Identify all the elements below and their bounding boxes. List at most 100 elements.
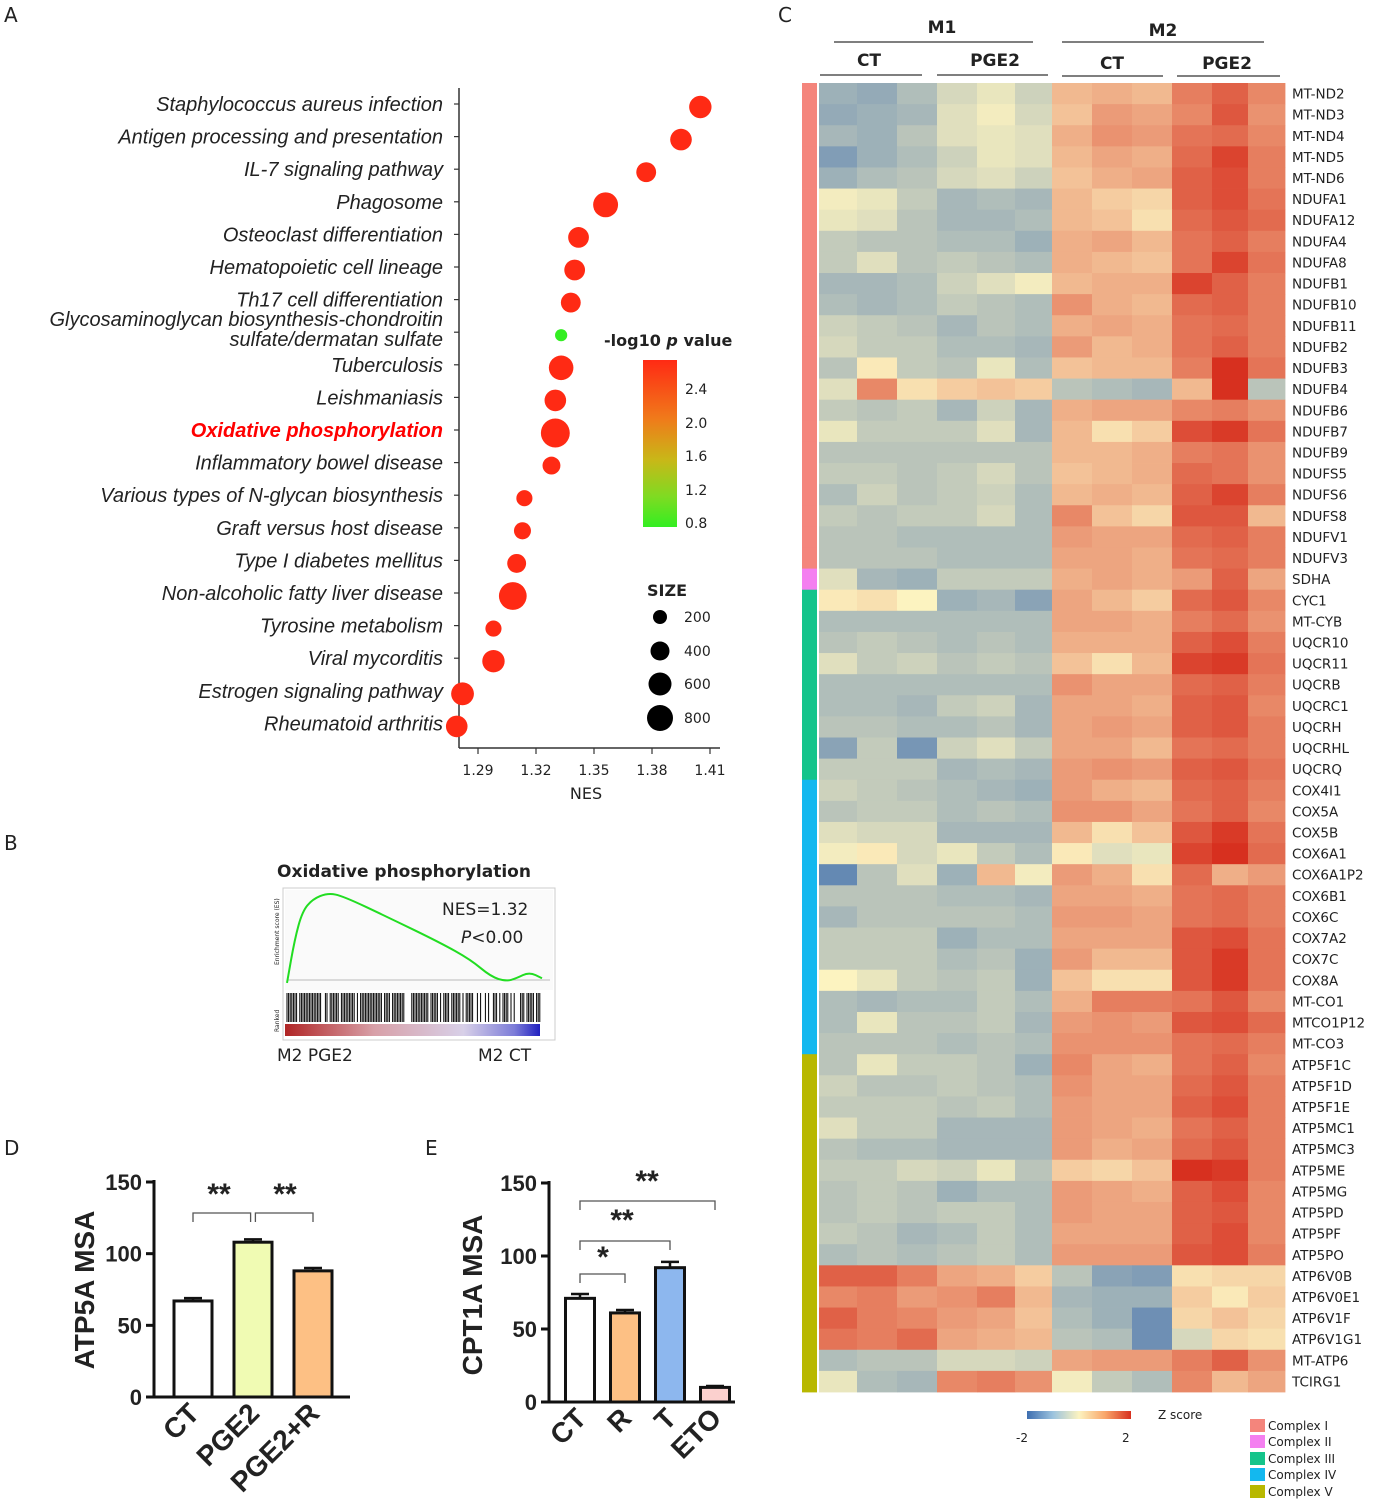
c-heatmap-cell	[1248, 1328, 1286, 1351]
c-heatmap-cell	[1212, 864, 1249, 886]
c-heatmap-cell	[1092, 864, 1133, 886]
c-complex-strip-cell	[802, 1370, 817, 1393]
c-heatmap-cell	[1015, 610, 1053, 633]
c-heatmap-cell	[897, 610, 938, 633]
c-heatmap-cell	[977, 631, 1016, 654]
c-heatmap-cell	[897, 1075, 938, 1097]
c-heatmap-cell	[1172, 1075, 1213, 1097]
c-heatmap-cell	[1092, 104, 1133, 126]
c-heatmap-cell	[1092, 484, 1133, 506]
c-heatmap-cell	[937, 906, 978, 928]
c-heatmap-cell	[937, 505, 978, 527]
c-heatmap-cell	[1248, 610, 1286, 633]
c-heatmap-cell	[1015, 1138, 1053, 1161]
c-group-m2: M2	[1149, 21, 1178, 41]
c-heatmap-cell	[977, 1138, 1016, 1161]
c-heatmap-cell	[1052, 125, 1093, 147]
c-heatmap-cell	[1212, 230, 1249, 253]
panel-label-b: B	[4, 831, 18, 855]
c-heatmap-cell	[819, 990, 858, 1013]
c-heatmap-cell	[1212, 821, 1249, 844]
c-heatmap-cell	[897, 1286, 938, 1308]
c-heatmap-cell	[897, 104, 938, 126]
c-heatmap-cell	[937, 1244, 978, 1266]
c-heatmap-cell	[1132, 1138, 1173, 1161]
c-heatmap-cell	[1248, 1307, 1286, 1330]
c-heatmap-cell	[1015, 1265, 1053, 1287]
c-heatmap-cell	[1015, 1117, 1053, 1140]
c-heatmap-cell	[1092, 336, 1133, 358]
a-color-tick: 0.8	[685, 516, 707, 532]
c-legend-label: Complex I	[1268, 1419, 1328, 1433]
c-heatmap-cell	[977, 864, 1016, 886]
c-heatmap-cell	[1248, 104, 1286, 126]
c-heatmap-cell	[857, 906, 898, 928]
c-gene-label: MT-ND4	[1292, 129, 1345, 145]
a-dot	[513, 522, 531, 540]
c-heatmap-cell	[1052, 167, 1093, 189]
c-heatmap-cell	[1052, 1138, 1093, 1161]
c-heatmap-cell	[857, 948, 898, 971]
c-heatmap-cell	[1212, 526, 1249, 548]
c-heatmap-cell	[937, 357, 978, 379]
a-dot	[564, 259, 586, 281]
c-heatmap-cell	[1132, 758, 1173, 781]
c-gene-label: MT-ND5	[1292, 150, 1345, 166]
c-heatmap-cell	[937, 547, 978, 569]
c-heatmap-cell	[1248, 230, 1286, 253]
c-heatmap-cell	[857, 1265, 898, 1287]
c-heatmap-cell	[1248, 357, 1286, 379]
panel-c-heatmap: M1 M2 CT PGE2 CT PGE2 MT-ND2 MT-ND3 MT-ND4…	[802, 18, 1365, 1499]
c-heatmap-cell	[977, 209, 1016, 232]
c-heatmap-cell	[1015, 864, 1053, 886]
c-heatmap-cell	[1172, 843, 1213, 865]
c-heatmap-cell	[1052, 273, 1093, 295]
c-heatmap-cell	[1052, 1370, 1093, 1393]
c-gene-label: NDUFA1	[1292, 192, 1347, 208]
c-heatmap-cell	[1248, 990, 1286, 1013]
c-heatmap-cell	[1052, 1349, 1093, 1372]
c-complex-strip-cell	[802, 273, 817, 295]
c-legend-label: Complex V	[1268, 1485, 1333, 1499]
c-heatmap-cell	[977, 146, 1016, 168]
c-heatmap-cell	[1015, 1286, 1053, 1308]
c-heatmap-cell	[1132, 568, 1173, 591]
e-x-tick-label: R	[601, 1402, 637, 1438]
c-heatmap-cell	[897, 315, 938, 337]
c-gene-label: ATP5F1C	[1292, 1058, 1351, 1074]
c-heatmap-cell	[1092, 399, 1133, 422]
c-gene-label: MT-CO1	[1292, 994, 1344, 1010]
c-heatmap-cell	[857, 1328, 898, 1351]
c-heatmap-cell	[977, 167, 1016, 189]
c-heatmap-cell	[819, 589, 858, 612]
a-color-tick: 2.0	[685, 416, 707, 432]
a-term-label: Various types of N-glycan biosynthesis	[100, 485, 443, 507]
c-complex-strip-cell	[802, 1033, 817, 1055]
c-heatmap-cell	[1015, 716, 1053, 738]
a-term-label: Th17 cell differentiation	[236, 290, 443, 312]
c-heatmap-cell	[977, 420, 1016, 443]
c-heatmap-cell	[819, 1054, 858, 1076]
c-heatmap-cell	[977, 294, 1016, 316]
c-heatmap-cell	[1052, 610, 1093, 633]
c-heatmap-cell	[1132, 420, 1173, 443]
c-heatmap-cell	[1052, 927, 1093, 950]
c-complex-strip-cell	[802, 167, 817, 189]
c-heatmap-cell	[1052, 547, 1093, 569]
c-heatmap-cell	[1248, 1138, 1286, 1161]
c-heatmap-cell	[1092, 378, 1133, 401]
c-heatmap-cell	[1212, 104, 1249, 126]
c-gene-label: NDUFS6	[1292, 488, 1347, 504]
c-heatmap-cell	[857, 1075, 898, 1097]
c-heatmap-cell	[1248, 188, 1286, 211]
c-complex-strip-cell	[802, 821, 817, 844]
c-heatmap-cell	[819, 906, 858, 928]
c-heatmap-cell	[1052, 990, 1093, 1013]
c-heatmap-cell	[1052, 357, 1093, 379]
a-color-gradient-bar	[643, 360, 677, 527]
c-complex-strip-cell	[802, 1159, 817, 1182]
c-heatmap-cell	[1248, 315, 1286, 337]
c-heatmap-cell	[1248, 1349, 1286, 1372]
c-heatmap-cell	[977, 589, 1016, 612]
c-heatmap-cell	[937, 294, 978, 316]
